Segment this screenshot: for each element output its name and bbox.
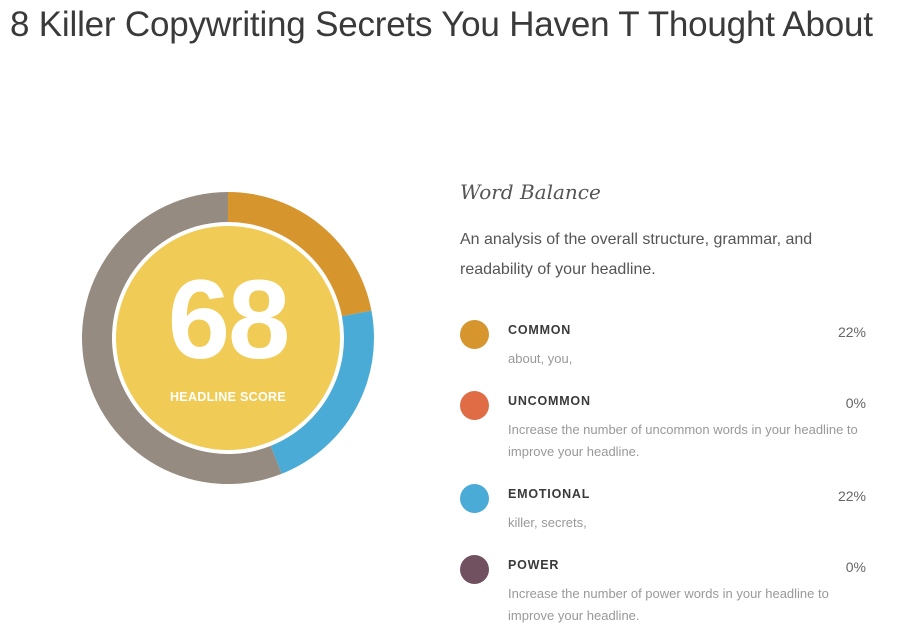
item-detail: Increase the number of uncommon words in… (508, 422, 858, 459)
emotional-color-dot (460, 484, 489, 513)
power-color-dot (460, 555, 489, 584)
donut-segment-emotional (270, 310, 374, 474)
item-label: POWER (508, 558, 560, 572)
donut-segment-common (228, 192, 372, 317)
item-percent: 0% (845, 395, 866, 411)
item-percent: 22% (837, 324, 866, 340)
common-color-dot (460, 320, 489, 349)
item-detail: about, you, (508, 351, 573, 366)
donut-segment-remainder (82, 192, 282, 484)
item-label: COMMON (508, 323, 572, 337)
uncommon-color-dot (460, 391, 489, 420)
headline-score-label: HEADLINE SCORE (169, 390, 287, 404)
headline-score-donut (82, 192, 374, 484)
word-balance-title: Word Balance (460, 180, 601, 204)
score-inner-circle (116, 226, 340, 450)
item-label: UNCOMMON (508, 394, 591, 408)
item-percent: 0% (845, 559, 866, 575)
headline-title: 8 Killer Copywriting Secrets You Haven T… (10, 5, 873, 44)
item-detail: Increase the number of power words in yo… (508, 586, 829, 623)
item-label: EMOTIONAL (508, 487, 591, 501)
item-percent: 22% (837, 488, 866, 504)
headline-score-value: 68 (167, 257, 291, 382)
item-detail: killer, secrets, (508, 515, 587, 530)
word-balance-description: An analysis of the overall structure, gr… (460, 231, 813, 278)
